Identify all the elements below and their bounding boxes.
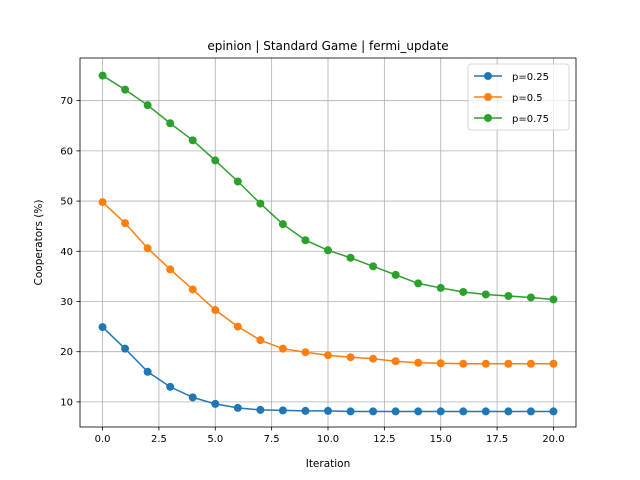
data-point xyxy=(346,353,355,362)
data-point xyxy=(211,399,220,408)
data-point xyxy=(549,295,558,304)
x-tick-label: 15.0 xyxy=(430,434,452,445)
data-point xyxy=(504,407,513,416)
x-axis-label: Iteration xyxy=(306,458,351,470)
data-point xyxy=(526,407,535,416)
legend-swatch-marker xyxy=(484,72,492,80)
data-point xyxy=(301,348,310,357)
data-point xyxy=(391,357,400,366)
data-point xyxy=(211,306,220,315)
data-point xyxy=(233,322,242,331)
series-layer xyxy=(98,71,558,416)
data-point xyxy=(188,285,197,294)
ticks: 0.0 2.5 5.0 7.5 10.0 12.5 15.0 17.5 20.0 10 20 30 40… xyxy=(60,96,564,445)
legend-swatch-marker xyxy=(484,93,492,101)
data-point xyxy=(188,136,197,145)
data-point xyxy=(369,262,378,271)
series-p=0.5 xyxy=(98,198,558,368)
y-tick-label: 50 xyxy=(60,197,73,208)
chart-title: epinion | Standard Game | fermi_update xyxy=(207,39,448,53)
y-tick-label: 60 xyxy=(60,146,73,157)
x-tick-label: 17.5 xyxy=(486,434,508,445)
data-point xyxy=(414,407,423,416)
x-tick-label: 20.0 xyxy=(542,434,564,445)
data-point xyxy=(504,359,513,368)
data-point xyxy=(98,323,107,332)
data-point xyxy=(166,265,175,274)
data-point xyxy=(278,344,287,353)
data-point xyxy=(549,359,558,368)
data-point xyxy=(121,85,130,94)
legend: p=0.25 p=0.5 p=0.75 xyxy=(467,63,570,131)
data-point xyxy=(526,359,535,368)
data-point xyxy=(391,270,400,279)
data-point xyxy=(211,156,220,165)
series-p=0.75 xyxy=(98,71,558,304)
data-point xyxy=(188,393,197,402)
data-point xyxy=(459,287,468,296)
data-point xyxy=(98,71,107,80)
data-point xyxy=(278,406,287,415)
data-point xyxy=(143,101,152,110)
data-point xyxy=(391,407,400,416)
data-point xyxy=(436,407,445,416)
data-point xyxy=(233,403,242,412)
data-point xyxy=(233,177,242,186)
y-tick-label: 40 xyxy=(60,247,73,258)
data-point xyxy=(549,407,558,416)
x-tick-label: 10.0 xyxy=(317,434,339,445)
data-point xyxy=(143,367,152,376)
legend-label: p=0.5 xyxy=(512,93,543,104)
legend-swatch-marker xyxy=(484,114,492,122)
data-point xyxy=(256,199,265,208)
data-point xyxy=(481,407,490,416)
data-point xyxy=(526,293,535,302)
data-point xyxy=(346,253,355,262)
data-point xyxy=(121,219,130,228)
data-point xyxy=(414,358,423,367)
legend-box xyxy=(467,63,570,131)
data-point xyxy=(346,407,355,416)
data-point xyxy=(504,291,513,300)
data-point xyxy=(481,359,490,368)
data-point xyxy=(143,244,152,253)
data-point xyxy=(166,119,175,128)
data-point xyxy=(256,336,265,345)
data-point xyxy=(166,382,175,391)
data-point xyxy=(98,198,107,207)
data-point xyxy=(459,359,468,368)
y-axis-label: Cooperators (%) xyxy=(33,200,45,286)
data-point xyxy=(369,354,378,363)
x-tick-label: 0.0 xyxy=(95,434,111,445)
y-tick-label: 20 xyxy=(60,347,73,358)
data-point xyxy=(436,283,445,292)
data-point xyxy=(256,405,265,414)
data-point xyxy=(301,236,310,245)
x-tick-label: 12.5 xyxy=(373,434,395,445)
data-point xyxy=(414,279,423,288)
data-point xyxy=(459,407,468,416)
data-point xyxy=(121,344,130,353)
x-tick-label: 5.0 xyxy=(207,434,223,445)
data-point xyxy=(324,246,332,255)
data-point xyxy=(369,407,378,416)
legend-label: p=0.75 xyxy=(512,114,549,125)
y-tick-label: 70 xyxy=(60,96,73,107)
data-point xyxy=(481,290,490,299)
series-p=0.25 xyxy=(98,323,558,416)
x-tick-label: 7.5 xyxy=(264,434,280,445)
data-point xyxy=(278,220,287,229)
legend-label: p=0.25 xyxy=(512,72,549,83)
data-point xyxy=(436,359,445,368)
data-point xyxy=(324,351,332,360)
y-tick-label: 10 xyxy=(60,397,73,408)
data-point xyxy=(301,406,310,415)
data-point xyxy=(324,406,332,415)
x-tick-label: 2.5 xyxy=(151,434,167,445)
y-tick-label: 30 xyxy=(60,297,73,308)
